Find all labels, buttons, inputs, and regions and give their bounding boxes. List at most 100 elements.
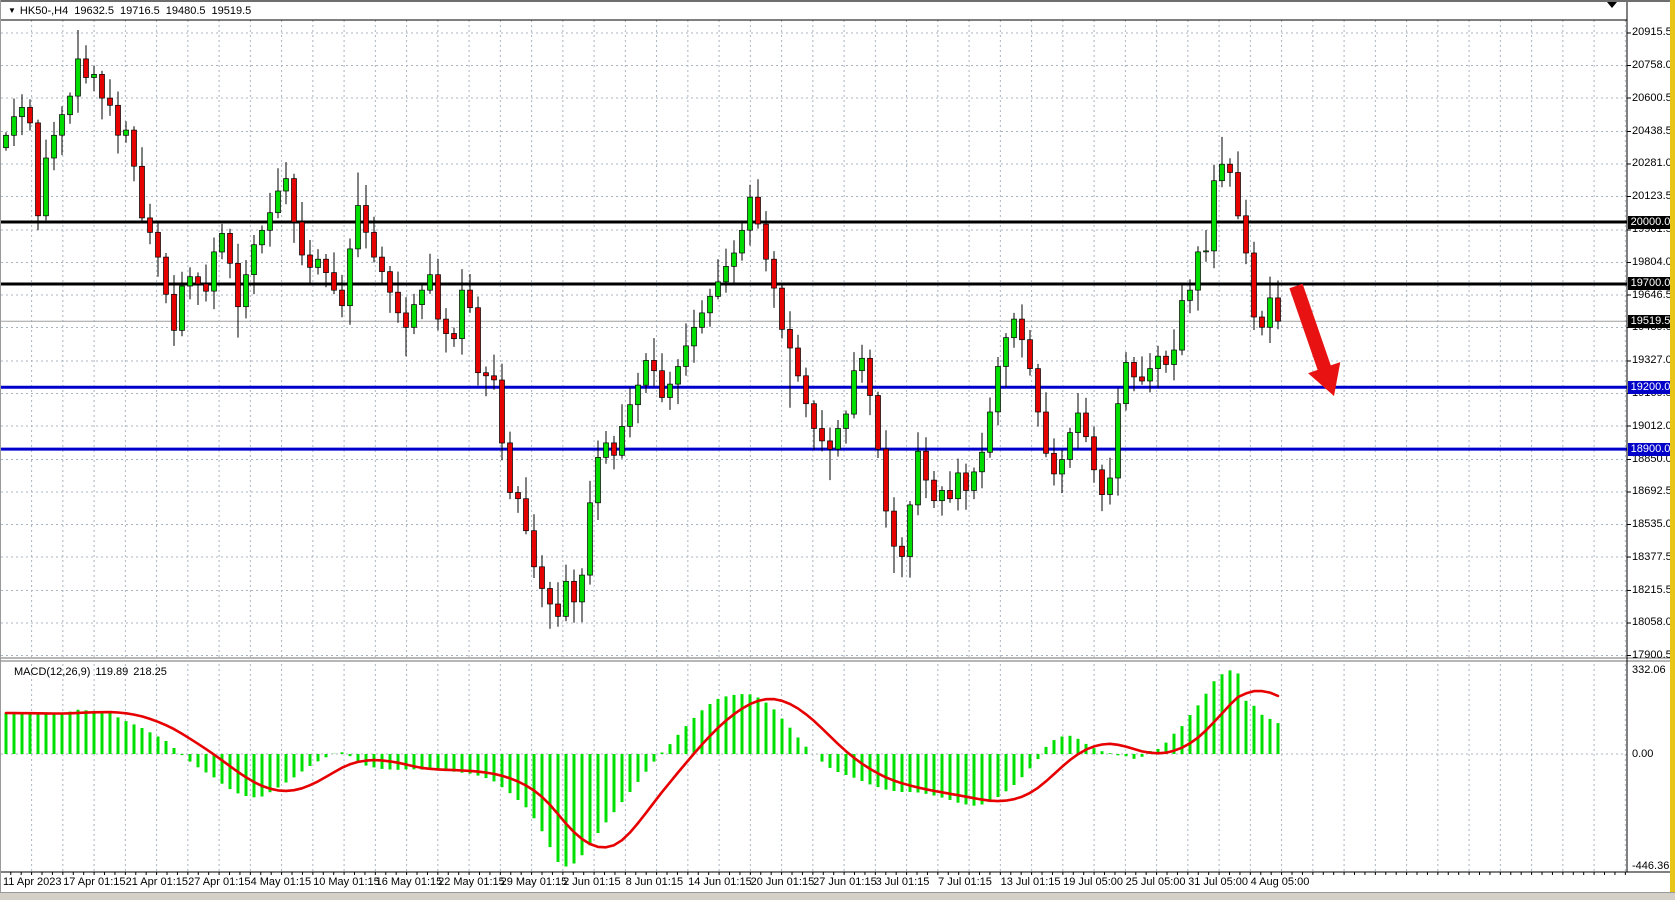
candle-bearish [659, 370, 665, 398]
candle-bullish [1059, 459, 1065, 475]
time-axis-label: 13 Jul 01:15 [1000, 876, 1061, 888]
downtrend-arrow-annotation[interactable] [1289, 283, 1341, 396]
price-level-badge[interactable]: 19700.0 [1628, 277, 1673, 291]
candle-bearish [507, 442, 513, 493]
candle-bearish [155, 231, 161, 258]
candle-bearish [1227, 163, 1233, 173]
candle-bearish [139, 165, 145, 219]
macd-axis-tick-label: 0.00 [1632, 747, 1654, 760]
price-level-badge[interactable]: 18900.0 [1628, 442, 1673, 456]
price-level-badge[interactable]: 19519.5 [1628, 314, 1673, 328]
candle-bullish [691, 326, 697, 347]
candle-bullish [251, 244, 257, 275]
ohlc-open: 19632.5 [74, 5, 114, 17]
price-axis-tick-label: 18215.5 [1632, 583, 1672, 596]
candle-bullish [75, 58, 81, 97]
candle-bullish [11, 116, 17, 136]
candle-bullish [459, 289, 465, 339]
candle-bearish [555, 603, 561, 617]
window-edge-strip [1670, 0, 1675, 900]
macd-signal-value: 218.25 [133, 666, 167, 678]
candle-bearish [115, 104, 121, 136]
candle-bullish [1267, 297, 1273, 328]
candle-bearish [227, 233, 233, 264]
price-axis-tick-label: 20438.5 [1632, 124, 1672, 137]
candle-bearish [1139, 376, 1145, 382]
price-axis-tick-label: 19804.0 [1632, 255, 1672, 268]
candle-bullish [283, 178, 289, 192]
candle-bullish [979, 451, 985, 473]
candle-bullish [723, 266, 729, 283]
macd-axis-tick-label: -446.36 [1632, 859, 1670, 872]
time-axis-label: 17 Apr 01:15 [63, 876, 126, 888]
candle-bullish [619, 426, 625, 456]
candle-bullish [1203, 250, 1209, 253]
candle-bearish [99, 74, 105, 99]
candle-bullish [419, 289, 425, 305]
candle-bearish [803, 375, 809, 405]
candle-bearish [819, 428, 825, 442]
candle-bullish [1115, 403, 1121, 479]
candle-bullish [731, 252, 737, 267]
candle-bearish [867, 357, 873, 396]
candle-bearish [547, 588, 553, 605]
candle-bullish [1187, 289, 1193, 301]
candle-bearish [523, 498, 529, 532]
time-axis-label: 21 Apr 01:15 [125, 876, 188, 888]
candle-bullish [579, 574, 585, 603]
price-axis-tick-label: 17900.5 [1632, 649, 1672, 662]
candle-bearish [451, 333, 457, 340]
time-axis-label: 27 Jun 01:15 [813, 876, 877, 888]
candle-bearish [1251, 252, 1257, 318]
candle-bullish [843, 413, 849, 429]
price-axis-tick-label: 18692.5 [1632, 485, 1672, 498]
candle-bullish [1211, 180, 1217, 252]
candle-bullish [851, 370, 857, 415]
candle-bearish [235, 262, 241, 308]
macd-main-value: 119.89 [95, 666, 129, 678]
candle-bullish [1123, 362, 1129, 405]
candle-bearish [27, 107, 33, 124]
candle-bearish [163, 256, 169, 295]
candle-bullish [123, 129, 129, 136]
candle-bullish [3, 134, 9, 149]
candle-bearish [571, 580, 577, 603]
candle-bearish [963, 472, 969, 491]
candle-bullish [1155, 355, 1161, 369]
candle-bullish [643, 360, 649, 386]
candle-bearish [1163, 355, 1169, 365]
price-level-badge[interactable]: 19200.0 [1628, 380, 1673, 394]
candle-bearish [515, 492, 521, 500]
window-border-bottom [0, 892, 1675, 900]
price-axis-tick-label: 20281.0 [1632, 157, 1672, 170]
candle-bearish [899, 545, 905, 557]
price-axis-tick-label: 19961.5 [1632, 223, 1672, 236]
candle-bullish [179, 285, 185, 331]
candle-bullish [1003, 337, 1009, 367]
time-axis-label: 27 Apr 01:15 [188, 876, 251, 888]
price-axis-tick-label: 18058.0 [1632, 616, 1672, 629]
candle-bearish [483, 372, 489, 377]
candle-bullish [587, 502, 593, 576]
candle-bullish [955, 472, 961, 500]
time-axis-label: 22 May 01:15 [438, 876, 505, 888]
candle-bearish [1235, 172, 1241, 217]
candle-bullish [347, 248, 353, 307]
dropdown-arrow-icon[interactable]: ▼ [8, 6, 16, 15]
candle-bearish [923, 450, 929, 481]
candle-bullish [91, 74, 97, 78]
candle-bearish [651, 360, 657, 372]
candle-bullish [1011, 318, 1017, 339]
candle-bullish [747, 196, 753, 231]
candle-bullish [939, 490, 945, 502]
time-axis-label: 14 Jun 01:15 [688, 876, 752, 888]
price-level-badge[interactable]: 20000.0 [1628, 215, 1673, 229]
macd-signal-line [4, 689, 1280, 849]
candle-bullish [51, 134, 57, 159]
candle-bullish [1147, 368, 1153, 382]
candle-bearish [883, 448, 889, 512]
candle-bullish [411, 304, 417, 328]
chart-shift-marker-icon[interactable] [1607, 2, 1617, 8]
macd-indicator-label: MACD(12,26,9) 119.89 218.25 [14, 666, 172, 678]
